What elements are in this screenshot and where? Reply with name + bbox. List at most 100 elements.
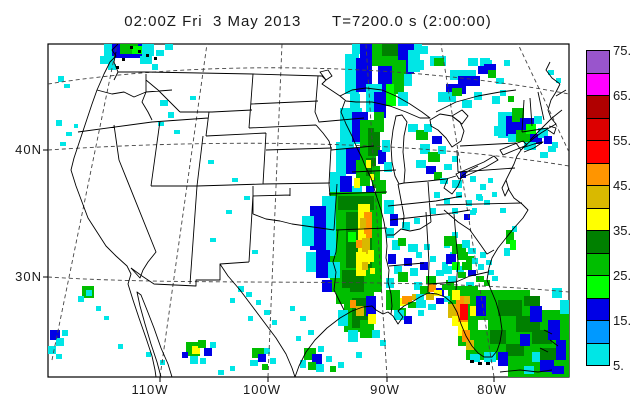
precip-cell [420,286,430,294]
precip-cell [348,330,358,342]
colorbar-segment [586,252,610,276]
precip-cell [420,46,428,54]
precip-cell [466,340,474,350]
georgian-bay [451,109,469,125]
precip-cell [306,252,316,272]
precip-cell [556,78,561,83]
precip-cell [376,180,386,194]
precip-cell [434,58,444,66]
precip-cell [340,176,352,196]
precip-cell [226,210,232,214]
precip-cell [62,330,68,336]
precip-cell [426,294,434,300]
precip-cell [492,192,497,197]
precip-cell [430,256,436,262]
colorbar-segment [586,50,610,74]
precip-cell [56,120,62,126]
colorbar-segment [586,230,610,254]
precip-cell [466,256,474,262]
precip-cell [544,136,552,144]
precip-cell [404,258,412,266]
precip-cell [494,126,502,136]
precip-cell [452,88,462,96]
precip-cell [328,262,340,278]
precip-cell [246,292,252,297]
precip-cell [510,240,516,250]
precip-cell [382,140,390,152]
colorbar-segment [586,320,610,344]
precip-cell [238,286,244,292]
map-frame [47,43,570,378]
precip-cell [444,164,452,170]
precip-cell [442,266,452,274]
precip-cell [448,304,456,318]
precip-cell [500,208,506,213]
precip-cell [248,316,253,321]
precip-cell [408,124,418,132]
precip-cell [498,300,522,316]
precip-cell [476,276,484,282]
precip-cell [548,70,554,75]
precip-cell [452,244,466,254]
precip-cell [372,330,380,338]
precip-cell [302,216,314,246]
precip-cell [210,238,216,242]
precip-cell [262,364,268,370]
precip-cell [508,96,514,102]
precip-cell [468,248,476,254]
lon-label-100w: 100W [243,382,281,397]
meridian-70w [517,44,569,153]
precip-cell [480,184,486,190]
precip-cell [438,92,456,102]
precip-cell [360,320,374,338]
precip-cell [512,226,517,232]
precip-cell [208,160,214,164]
precip-cell [318,346,324,352]
st-lawrence [529,109,563,141]
precip-cell [504,60,510,66]
precip-cell [450,70,476,80]
precip-cell [468,58,478,66]
lake-ontario [499,140,528,156]
precip-cell [452,180,462,188]
long-island [521,141,544,153]
graticule [48,44,569,377]
precip-cell [478,66,486,74]
colorbar-segment [586,342,610,366]
precip-cell [308,330,314,335]
precip-cell [548,320,560,340]
colorbar-label: 45. [613,178,632,193]
precip-cell [374,92,386,118]
precip-cell [356,240,362,248]
parallel-40n [48,142,569,167]
precip-cell [316,250,330,278]
precip-cell [442,262,448,268]
precip-cell [462,100,472,108]
precip-cell [386,290,400,310]
precip-cell [468,270,476,276]
precip-cell [104,316,109,320]
colorbar-label: 15. [613,313,632,328]
chesapeake-bay [501,179,510,197]
colorbar-segment [586,72,610,96]
precip-cell [532,352,540,362]
lake-erie [455,155,499,180]
precip-cell [444,198,450,204]
precip-cell [352,284,362,298]
parallel-50n [48,67,569,95]
precip-cell [270,358,276,364]
precip-cell [548,146,556,152]
precip-cell [322,280,332,292]
precip-cell [466,282,474,288]
precip-cell [506,230,514,244]
mexico-border [130,263,296,377]
precip-cell [330,366,336,372]
precip-cell [488,270,494,275]
precip-cell [60,142,66,146]
precip-cell [464,214,470,220]
precip-cell [190,356,198,364]
precip-cell [350,300,356,308]
precip-cell [100,56,114,64]
precip-cell [156,50,164,56]
